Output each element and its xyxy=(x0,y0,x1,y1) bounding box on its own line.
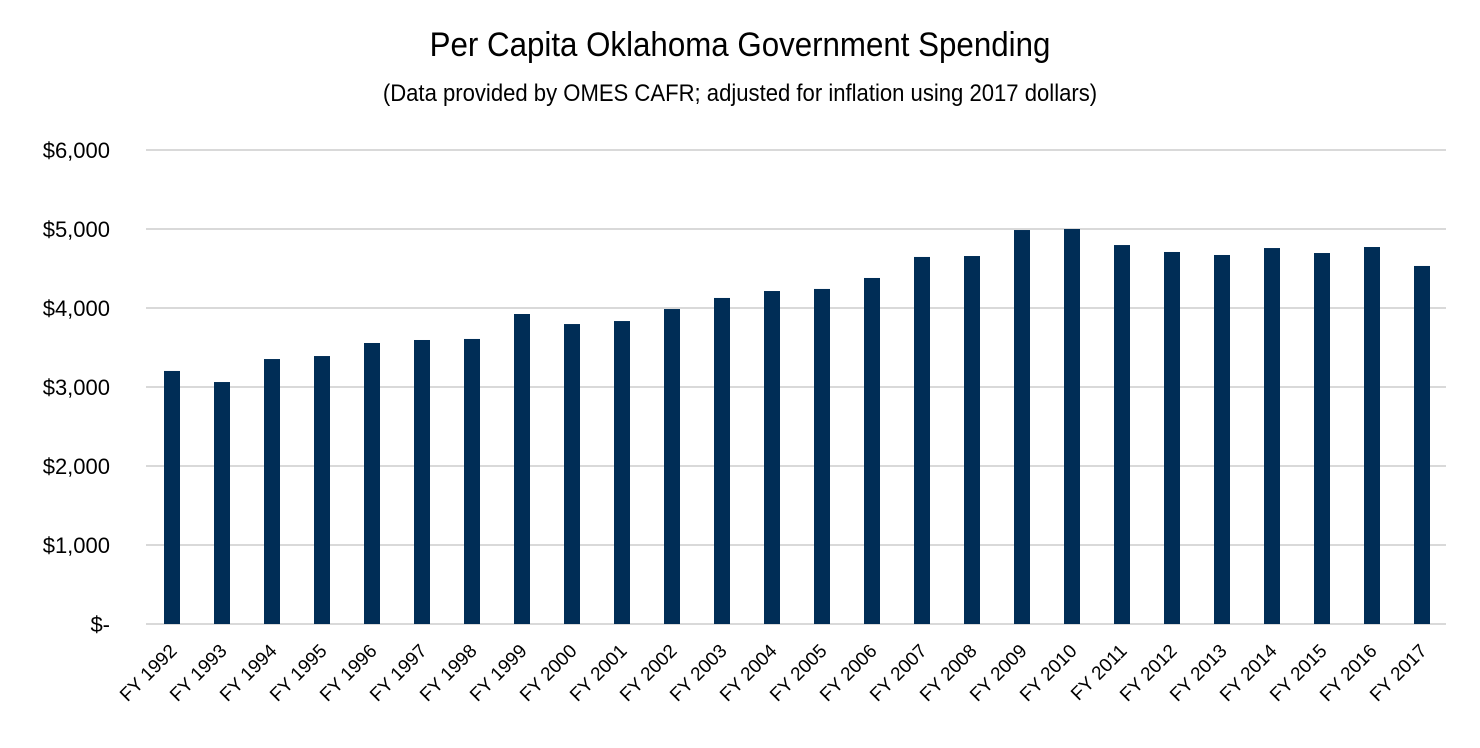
gridlines xyxy=(146,149,1446,625)
y-tick-label: $3,000 xyxy=(43,375,110,400)
bar xyxy=(364,342,380,624)
bar xyxy=(214,382,230,624)
bar xyxy=(1414,265,1430,624)
bar xyxy=(1214,254,1230,624)
bar xyxy=(964,256,980,624)
bar xyxy=(1014,230,1030,625)
bar xyxy=(464,338,480,624)
bar xyxy=(514,314,530,624)
y-tick-label: $4,000 xyxy=(43,296,110,321)
bar xyxy=(1364,247,1380,624)
bar xyxy=(1164,251,1180,624)
bar xyxy=(314,356,330,624)
y-tick-label: $2,000 xyxy=(43,454,110,479)
bars xyxy=(164,229,1430,625)
y-tick-label: $5,000 xyxy=(43,217,110,242)
y-tick-label: $1,000 xyxy=(43,533,110,558)
bar xyxy=(414,339,430,624)
bar xyxy=(664,309,680,624)
bar xyxy=(1064,229,1080,624)
chart-subtitle: (Data provided by OMES CAFR; adjusted fo… xyxy=(382,80,1098,107)
bar xyxy=(264,359,280,624)
bar xyxy=(614,321,630,624)
bar xyxy=(914,256,930,624)
y-tick-label: $- xyxy=(90,612,110,637)
bar xyxy=(564,324,580,624)
bar xyxy=(1264,248,1280,624)
bar xyxy=(814,288,830,624)
bar xyxy=(1114,245,1130,625)
bar xyxy=(1314,253,1330,625)
bar xyxy=(164,370,180,624)
bar xyxy=(764,291,780,624)
bar xyxy=(864,277,880,624)
bar xyxy=(714,297,730,624)
chart-title: Per Capita Oklahoma Government Spending xyxy=(429,26,1051,64)
y-tick-label: $6,000 xyxy=(43,138,110,163)
y-axis: $- $1,000 $2,000 $3,000 $4,000 $5,000 $6,000 xyxy=(43,138,110,637)
